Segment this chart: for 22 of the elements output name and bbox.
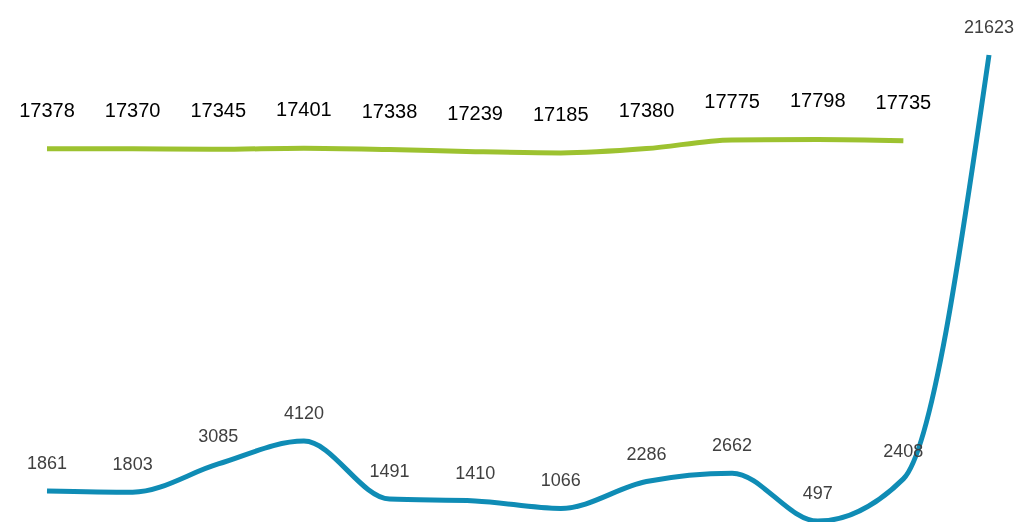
data-label: 2662 — [712, 435, 753, 456]
data-label: 17370 — [104, 98, 161, 121]
data-label: 17345 — [190, 99, 247, 122]
data-label: 17185 — [533, 102, 589, 125]
data-label: 4120 — [283, 403, 324, 424]
data-label: 497 — [802, 483, 833, 504]
data-label: 1803 — [112, 454, 153, 475]
data-label: 1491 — [369, 461, 410, 482]
data-label: 17401 — [276, 98, 332, 121]
data-label: 17735 — [875, 90, 932, 113]
data-label: 17378 — [19, 98, 75, 121]
data-label: 1410 — [455, 462, 496, 483]
data-label: 17239 — [447, 101, 503, 124]
data-label: 21623 — [963, 17, 1015, 37]
data-label: 1861 — [26, 452, 68, 473]
data-label: 17380 — [618, 98, 675, 121]
data-label: 3085 — [198, 425, 239, 446]
data-label: 2286 — [626, 443, 667, 464]
data-label: 1066 — [540, 470, 581, 491]
data-label: 17775 — [704, 89, 760, 112]
data-label: 17798 — [789, 89, 846, 112]
data-label: 17338 — [361, 99, 418, 122]
